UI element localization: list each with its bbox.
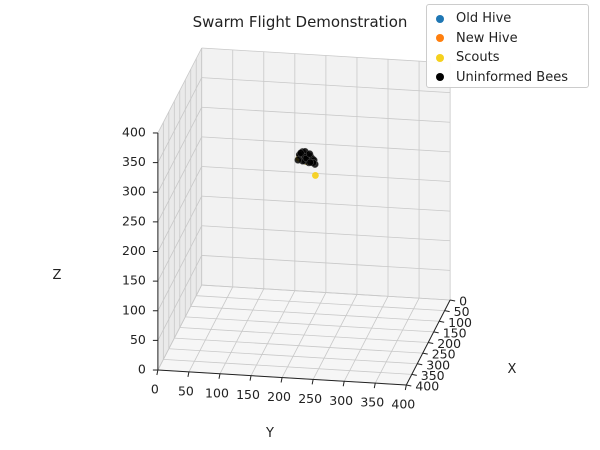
- y-axis-label: Y: [265, 426, 274, 441]
- data-points: [294, 147, 319, 179]
- grid-line-z: [157, 107, 203, 193]
- point-scouts: [311, 172, 319, 179]
- grid-line-y: [250, 290, 296, 376]
- y-tick-label: 100: [205, 385, 229, 400]
- grid-line-z: [201, 106, 451, 123]
- x-tick: [428, 342, 434, 345]
- y-tick: [373, 383, 376, 389]
- x-tick: [439, 320, 445, 323]
- grid-line-z: [157, 195, 203, 282]
- y-tick-label: 300: [329, 393, 353, 408]
- z-tick-label: 100: [122, 302, 146, 317]
- x-axis-line: [405, 299, 451, 386]
- point-uninformed-bees: [294, 156, 302, 164]
- y-tick: [342, 381, 345, 387]
- grid-line-z: [201, 47, 451, 64]
- z-tick-label: 0: [138, 362, 146, 377]
- z-axis-label: Z: [53, 268, 62, 283]
- x-tick-label: 100: [448, 315, 472, 330]
- x-tick: [406, 384, 412, 387]
- y-tick: [156, 369, 159, 376]
- chart-title: Swarm Flight Demonstration: [193, 13, 408, 31]
- grid-line-z: [157, 225, 203, 311]
- legend-label: Uninformed Bees: [456, 69, 568, 85]
- grid-line-y: [281, 292, 327, 378]
- x-tick: [450, 299, 456, 302]
- grid-line-y: [312, 294, 358, 380]
- grid-line-z: [157, 47, 203, 134]
- legend-marker-old-hive: [436, 14, 444, 23]
- grid-line-z: [157, 255, 203, 341]
- z-tick-label: 350: [122, 154, 146, 169]
- x-tick-label: 250: [432, 347, 456, 362]
- z-tick-label: 150: [122, 273, 146, 288]
- x-tick-label: 50: [454, 304, 470, 319]
- z-tick-label: 400: [122, 124, 146, 139]
- x-tick-label: 400: [415, 379, 439, 394]
- x-tick-label: 300: [426, 357, 450, 372]
- legend: Old Hive New Hive Scouts Uninformed Bees: [426, 4, 589, 88]
- y-tick-label: 400: [391, 397, 415, 412]
- axis-lines: [152, 132, 456, 391]
- grid-line-z: [157, 136, 203, 223]
- z-tick-label: 50: [130, 332, 146, 347]
- grid-line-z: [157, 77, 203, 163]
- point-uninformed-bees: [305, 150, 314, 158]
- point-uninformed-bees: [297, 149, 305, 157]
- legend-label: Scouts: [456, 50, 500, 66]
- grid-line-y: [374, 297, 420, 384]
- y-tick: [280, 377, 283, 383]
- x-tick-label: 0: [459, 294, 467, 309]
- x-tick-label: 150: [443, 325, 467, 340]
- grid-line-z: [201, 284, 451, 301]
- y-tick-label: 250: [298, 391, 322, 406]
- x-tick-label: 350: [421, 368, 445, 383]
- legend-marker-new-hive: [436, 34, 444, 43]
- grid-line-y: [343, 296, 389, 382]
- legend-item-new-hive: New Hive: [433, 29, 582, 49]
- y-tick: [218, 373, 221, 379]
- z-tick-label: 250: [122, 213, 146, 228]
- y-tick-label: 0: [151, 382, 159, 397]
- legend-marker-uninformed-bees: [436, 73, 444, 82]
- grid-line-z: [201, 166, 451, 182]
- x-axis-label: X: [508, 362, 517, 377]
- x-tick: [444, 310, 450, 313]
- grid-line-z: [201, 225, 451, 242]
- y-tick: [249, 375, 252, 381]
- grid-line-z: [201, 195, 451, 212]
- y-tick-label: 350: [360, 395, 384, 410]
- x-tick: [422, 352, 428, 355]
- y-tick-label: 150: [236, 387, 260, 402]
- grid-line-z: [201, 255, 451, 271]
- z-tick-label: 300: [122, 184, 146, 199]
- y-tick-label: 50: [178, 383, 194, 398]
- grid-line-z: [157, 166, 203, 252]
- legend-label: Old Hive: [456, 11, 512, 27]
- grid-line-z: [157, 284, 203, 371]
- grid-line-y: [219, 288, 265, 374]
- y-tick: [404, 384, 407, 391]
- legend-label: New Hive: [456, 30, 518, 46]
- grid-line-y: [188, 286, 234, 373]
- legend-item-uninformed-bees: Uninformed Bees: [433, 68, 582, 88]
- grid-line-z: [201, 77, 451, 94]
- z-tick-label: 200: [122, 243, 146, 258]
- x-tick: [411, 373, 417, 376]
- x-tick: [433, 331, 439, 334]
- y-tick-label: 200: [267, 389, 291, 404]
- point-uninformed-bees: [306, 158, 314, 167]
- legend-marker-scouts: [436, 53, 444, 62]
- y-tick: [187, 371, 190, 377]
- y-tick: [311, 379, 314, 385]
- x-tick: [417, 363, 423, 366]
- x-tick-label: 200: [437, 336, 461, 351]
- legend-item-scouts: Scouts: [433, 48, 582, 68]
- legend-item-old-hive: Old Hive: [433, 9, 582, 29]
- grid-line-z: [201, 136, 451, 153]
